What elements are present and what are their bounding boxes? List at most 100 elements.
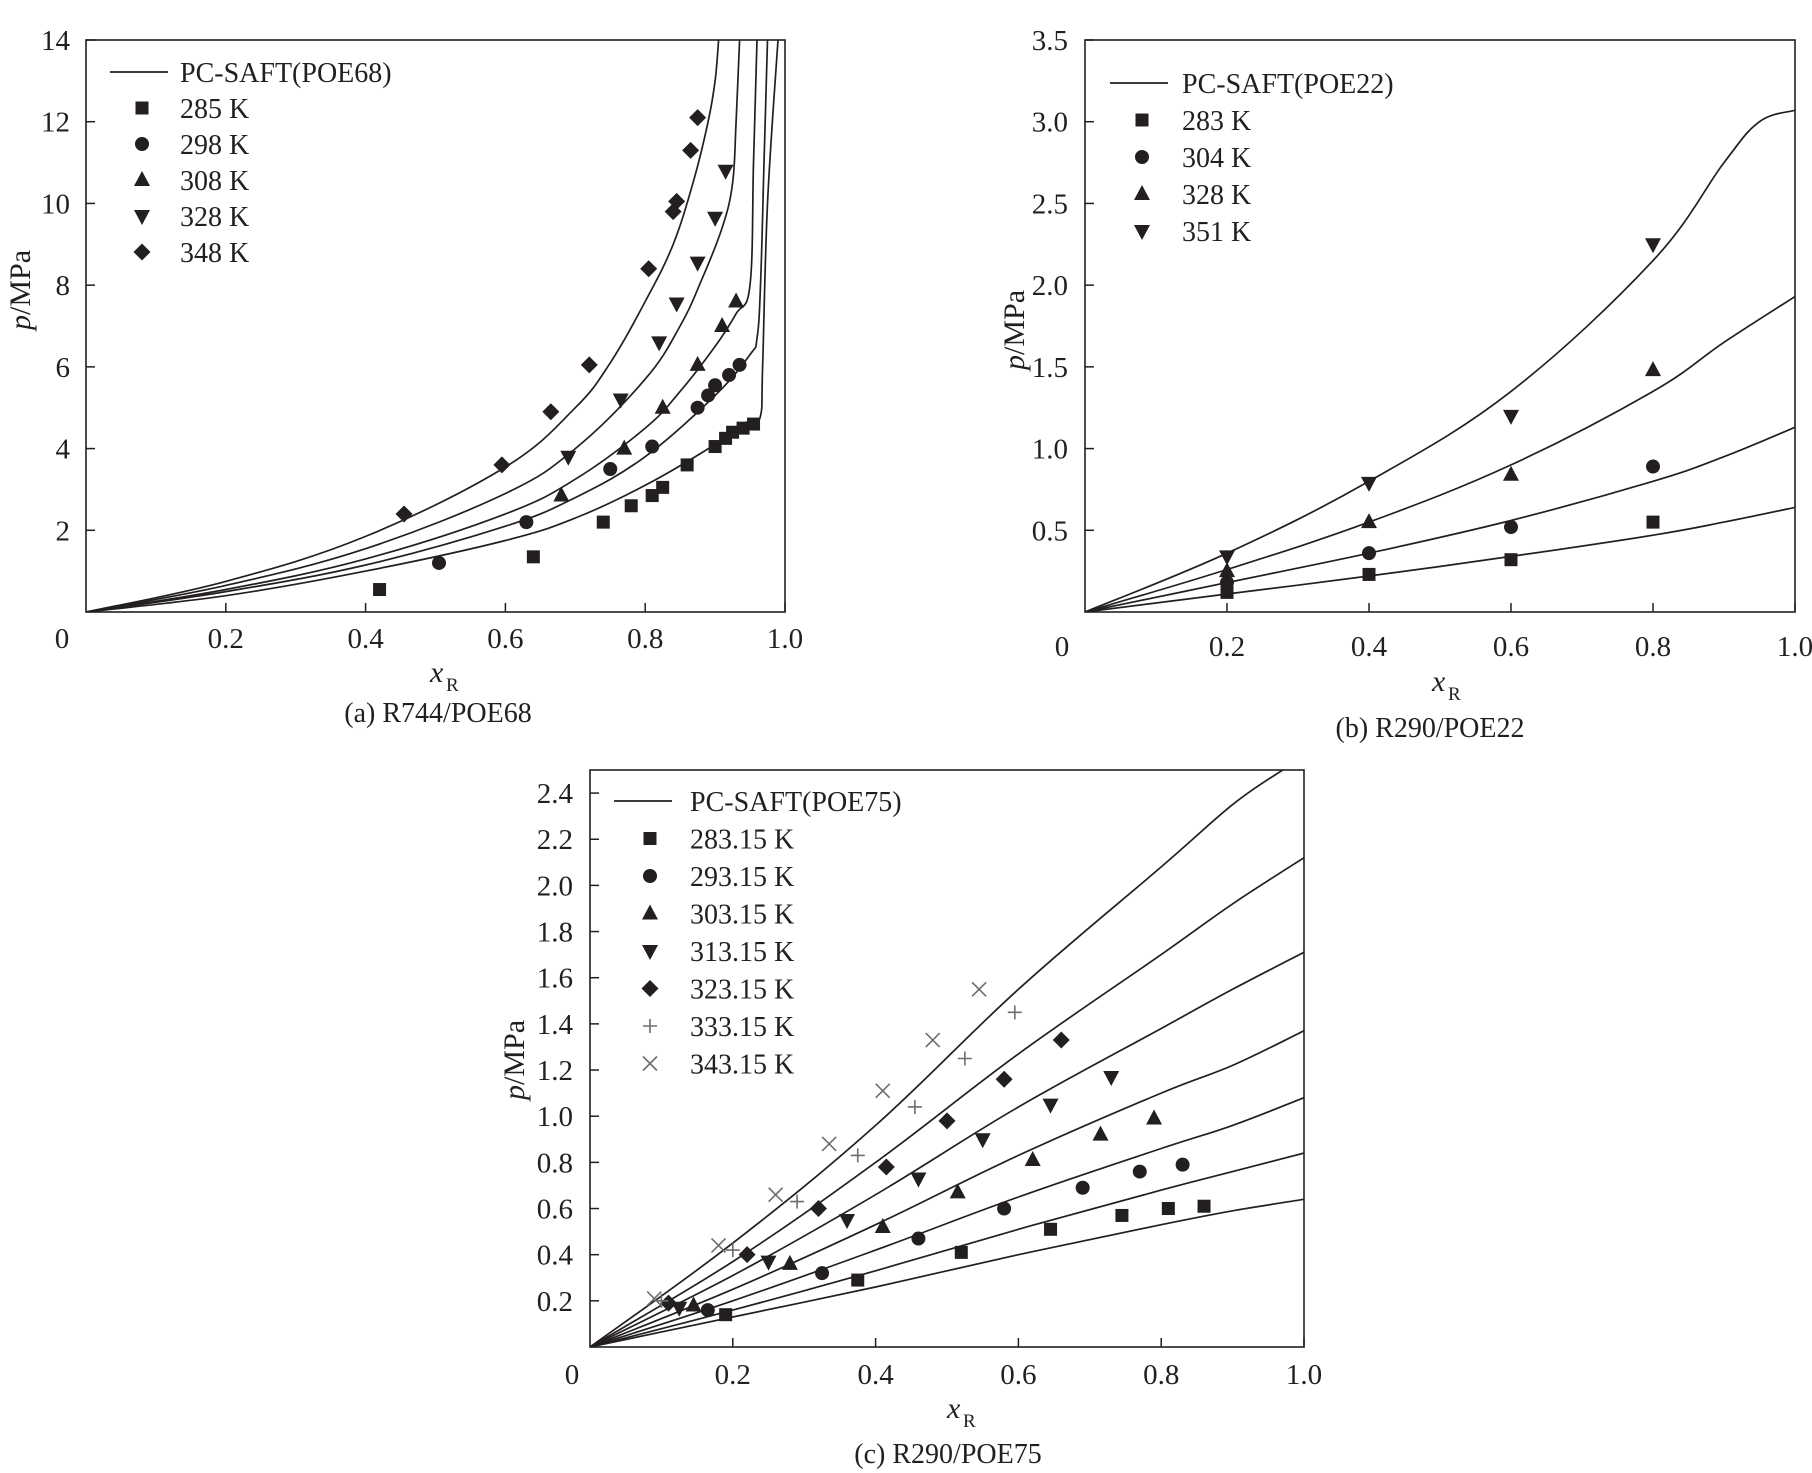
legend: PC-SAFT(POE22) 283 K 304 K 328 K 351 K	[1110, 69, 1394, 248]
y-tick-label: 1.2	[537, 1055, 573, 1087]
model-curve	[1085, 295, 1795, 612]
data-point	[714, 317, 731, 332]
y-tick-label: 2.2	[537, 824, 573, 856]
model-curves	[86, 40, 779, 612]
legend-marker	[643, 832, 657, 845]
x-tick-label: 1.0	[767, 623, 803, 655]
y-axis-label-unit: /MPa	[998, 290, 1031, 355]
legend-marker	[1135, 150, 1149, 164]
panel-caption: (c) R290/POE75	[854, 1439, 1041, 1470]
plot-frame	[1084, 39, 1796, 613]
model-curve	[86, 40, 758, 612]
legend-entry-label: 328 K	[1182, 180, 1251, 211]
y-tick-label: 1.8	[537, 917, 573, 949]
x-tick-label: 0.4	[857, 1359, 894, 1391]
x-tick-label: 1.0	[1777, 631, 1812, 663]
data-point	[656, 480, 670, 494]
legend-entry-label: 283.15 K	[690, 825, 794, 856]
model-curve	[86, 40, 741, 612]
legend-marker	[642, 904, 658, 920]
panel-caption: (a) R744/POE68	[344, 698, 531, 729]
model-curve	[590, 856, 1304, 1347]
legend-marker	[135, 101, 149, 115]
data-series	[685, 1109, 1163, 1312]
data-point	[596, 515, 610, 529]
y-axis-label-text: p/MPa	[998, 290, 1031, 372]
data-point	[1504, 520, 1518, 535]
y-axis-label-symbol: p	[998, 355, 1031, 372]
data-point	[910, 1172, 927, 1188]
y-tick-label: 6	[56, 352, 71, 384]
legend-entry-label: 343.15 K	[690, 1050, 794, 1081]
data-point	[1161, 1202, 1175, 1216]
y-tick-label: 2	[56, 515, 71, 547]
data-point	[850, 1148, 865, 1163]
y-tick-label: 1.5	[1032, 352, 1068, 384]
data-point	[1092, 1125, 1109, 1141]
data-point	[640, 260, 658, 278]
y-tick-label: 2.5	[1032, 188, 1068, 220]
x-tick-label: 1.0	[1286, 1359, 1322, 1391]
legend-entry-label: 333.15 K	[690, 1012, 794, 1043]
y-axis-label: p/MPa	[498, 1020, 531, 1102]
legend-marker	[1134, 185, 1150, 200]
data-point	[682, 141, 700, 159]
legend-line-label: PC-SAFT(POE22)	[1182, 69, 1394, 100]
y-axis-label-text: p/MPa	[4, 250, 37, 332]
data-point	[708, 440, 722, 454]
data-point	[680, 458, 694, 472]
model-curve	[86, 40, 779, 612]
data-point	[995, 1070, 1013, 1088]
legend-marker	[135, 137, 149, 151]
data-series	[700, 1157, 1190, 1318]
data-point	[689, 256, 706, 272]
x-tick-label: 0.2	[208, 623, 244, 655]
legend-marker	[643, 1019, 657, 1033]
legend-marker	[642, 945, 658, 960]
data-point	[660, 1294, 678, 1312]
legend-entry-label: 328 K	[180, 202, 249, 233]
data-series	[431, 357, 747, 570]
legend-line-label: PC-SAFT(POE75)	[690, 787, 902, 818]
legend-entry-label: 308 K	[180, 166, 249, 197]
x-tick-label: 0.6	[1493, 631, 1529, 663]
data-series	[719, 1199, 1211, 1322]
x-tick-label: 0.6	[1000, 1359, 1036, 1391]
legend-marker	[1134, 225, 1150, 240]
data-point	[725, 1243, 740, 1258]
data-series	[660, 1031, 1070, 1312]
x-tick-label: 0.8	[1635, 631, 1671, 663]
data-point	[553, 486, 570, 502]
y-tick-label: 1.6	[537, 963, 573, 995]
data-point	[1115, 1208, 1129, 1222]
y-tick-label: 1.0	[1032, 434, 1068, 466]
panel-a-r744-poe68: 2 4 6 8 10 12 14 0.2 0.4 0.6 0.8 1.0 0 x Rp/MPa PC-SAFT…	[4, 25, 803, 729]
x-tick-label: 0.6	[487, 623, 523, 655]
data-series	[553, 292, 745, 502]
data-point	[690, 400, 705, 415]
y-axis-label-unit: /MPa	[4, 250, 37, 315]
data-point	[736, 421, 750, 435]
x-tick-label: 0.4	[1351, 631, 1388, 663]
data-point	[580, 356, 598, 374]
x-axis-label: x	[1431, 665, 1446, 698]
data-point	[1220, 585, 1234, 599]
data-point	[851, 1273, 865, 1287]
data-point	[1361, 476, 1377, 492]
data-point	[526, 550, 540, 564]
data-point	[821, 1136, 837, 1152]
y-tick-label: 3.5	[1032, 25, 1068, 57]
data-point	[651, 336, 668, 352]
data-point	[1646, 515, 1660, 529]
model-curve	[86, 40, 720, 612]
origin-label: 0	[1055, 631, 1070, 663]
data-point	[1175, 1157, 1190, 1172]
data-point	[809, 1200, 827, 1218]
legend-marker	[643, 869, 657, 883]
data-series	[1219, 361, 1661, 578]
legend-marker	[134, 210, 150, 225]
data-point	[1220, 575, 1234, 590]
data-point	[493, 456, 511, 474]
data-point	[815, 1266, 830, 1281]
data-point	[1146, 1109, 1163, 1125]
